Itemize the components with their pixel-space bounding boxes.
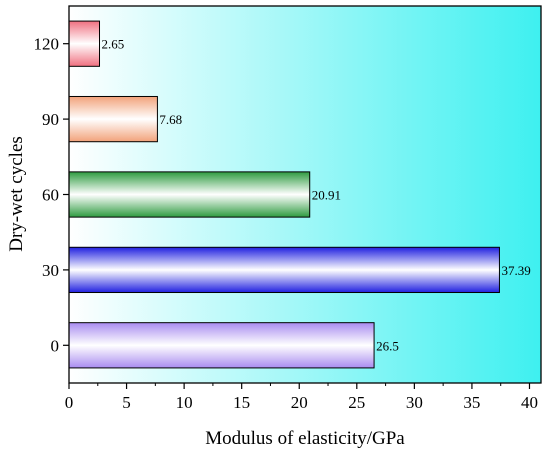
x-tick-label-0: 0: [65, 393, 74, 412]
x-tick-label-15: 15: [233, 393, 250, 412]
y-tick-label-60: 60: [42, 186, 59, 205]
x-tick-label-40: 40: [521, 393, 538, 412]
x-axis-title: Modulus of elasticity/GPa: [205, 428, 405, 449]
y-tick-label-120: 120: [34, 35, 60, 54]
y-axis-title: Dry-wet cycles: [6, 136, 27, 252]
bars-group: [68, 20, 500, 369]
data-labels-group: 26.5 37.39 20.91 7.68 2.65: [102, 37, 531, 354]
bar-120: [68, 20, 101, 67]
x-tick-label-10: 10: [176, 393, 193, 412]
data-label-60: 20.91: [312, 188, 341, 203]
bar-90: [68, 95, 158, 143]
x-tick-label-5: 5: [122, 393, 131, 412]
y-tick-label-0: 0: [51, 336, 60, 355]
data-label-30: 37.39: [501, 263, 530, 278]
y-axis: 0 30 60 90 120: [34, 35, 69, 355]
y-tick-label-90: 90: [42, 110, 59, 129]
y-tick-label-30: 30: [42, 261, 59, 280]
data-label-0: 26.5: [376, 338, 399, 353]
data-label-90: 7.68: [159, 112, 182, 127]
bar-30: [68, 246, 500, 294]
bar-60: [68, 171, 311, 218]
x-tick-label-35: 35: [463, 393, 480, 412]
data-label-120: 2.65: [102, 37, 125, 52]
bar-0: [68, 322, 375, 369]
x-tick-label-20: 20: [291, 393, 308, 412]
x-axis: 0 5 10 15 20 25 30 35 40: [65, 383, 538, 412]
x-tick-label-30: 30: [406, 393, 423, 412]
x-tick-label-25: 25: [348, 393, 365, 412]
